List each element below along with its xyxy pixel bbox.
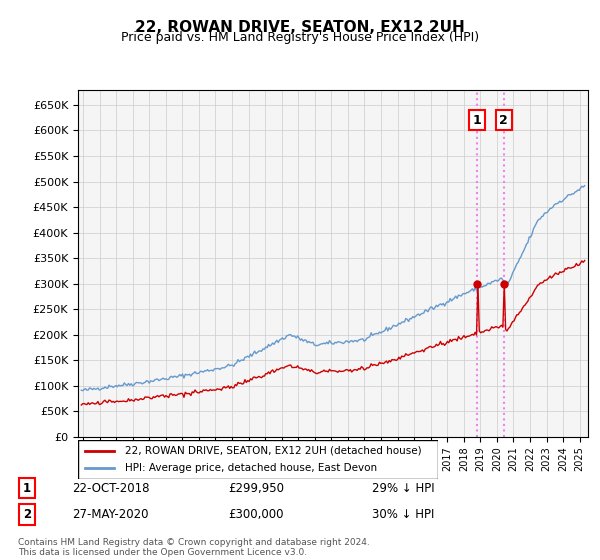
Text: 22, ROWAN DRIVE, SEATON, EX12 2UH (detached house): 22, ROWAN DRIVE, SEATON, EX12 2UH (detac…: [125, 446, 421, 456]
Text: 22-OCT-2018: 22-OCT-2018: [72, 482, 149, 494]
Text: 22, ROWAN DRIVE, SEATON, EX12 2UH: 22, ROWAN DRIVE, SEATON, EX12 2UH: [135, 20, 465, 35]
Text: 1: 1: [23, 482, 31, 494]
Text: 1: 1: [473, 114, 482, 127]
Text: 29% ↓ HPI: 29% ↓ HPI: [372, 482, 434, 494]
Text: 30% ↓ HPI: 30% ↓ HPI: [372, 508, 434, 521]
Text: 2: 2: [23, 508, 31, 521]
Text: £299,950: £299,950: [228, 482, 284, 494]
Text: 2: 2: [499, 114, 508, 127]
Text: Price paid vs. HM Land Registry's House Price Index (HPI): Price paid vs. HM Land Registry's House …: [121, 31, 479, 44]
FancyBboxPatch shape: [78, 440, 438, 479]
Text: HPI: Average price, detached house, East Devon: HPI: Average price, detached house, East…: [125, 463, 377, 473]
Text: Contains HM Land Registry data © Crown copyright and database right 2024.
This d: Contains HM Land Registry data © Crown c…: [18, 538, 370, 557]
Text: 27-MAY-2020: 27-MAY-2020: [72, 508, 149, 521]
Text: £300,000: £300,000: [228, 508, 284, 521]
